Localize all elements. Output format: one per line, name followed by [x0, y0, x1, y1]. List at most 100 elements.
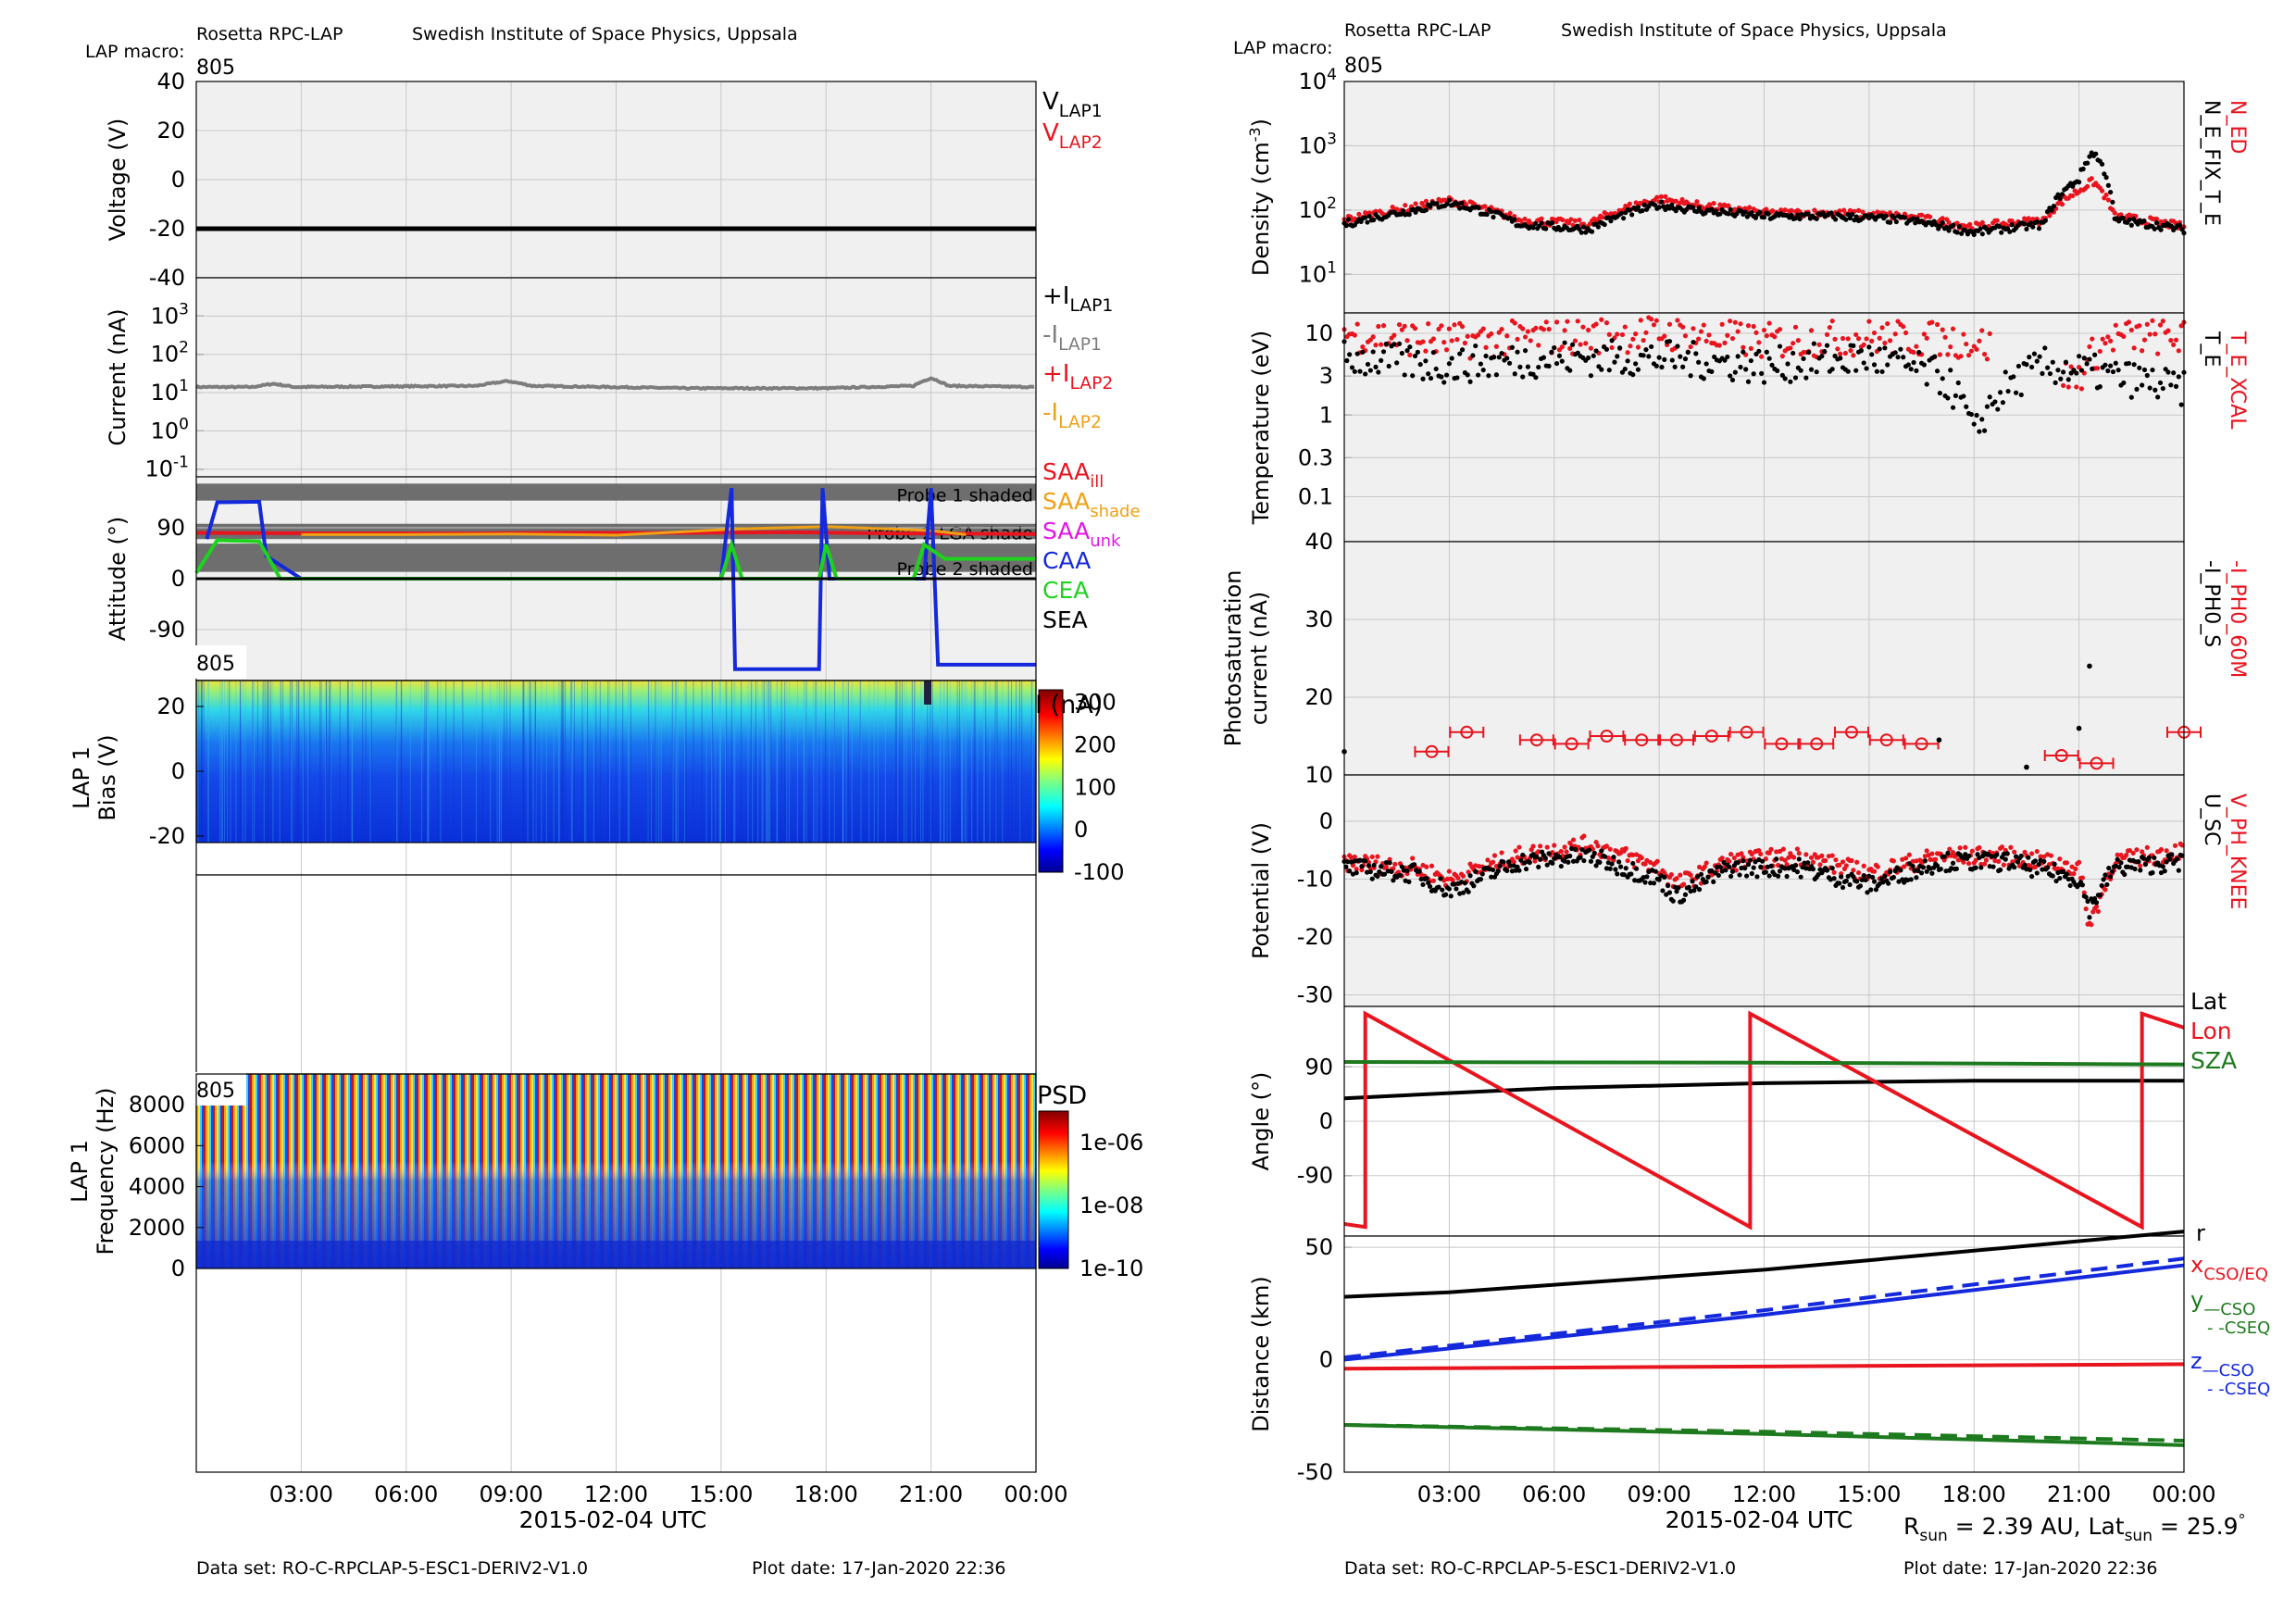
data-point	[2100, 336, 2105, 342]
data-point	[1680, 364, 1686, 369]
data-point	[1448, 893, 1454, 899]
data-point	[1423, 207, 1429, 213]
y-axis-label: Distance (km)	[1248, 1276, 1274, 1432]
data-point	[1652, 202, 1658, 208]
data-point	[1885, 362, 1890, 368]
data-point	[1436, 884, 1441, 890]
data-point	[1504, 356, 1510, 361]
data-point	[1416, 868, 1422, 874]
data-point	[2004, 851, 2010, 856]
data-point	[2105, 368, 2111, 374]
data-point	[1622, 366, 1628, 372]
data-point	[1606, 331, 1612, 337]
data-point	[1427, 883, 1433, 890]
data-point	[1583, 341, 1589, 346]
legend-entry-text: r	[2196, 1220, 2205, 1246]
data-point	[2092, 895, 2098, 902]
data-point	[1410, 856, 1416, 861]
x-tick-label: 03:00	[269, 1481, 333, 1507]
data-point	[1479, 871, 1485, 877]
data-point	[1370, 334, 1376, 340]
data-point	[2090, 336, 2095, 342]
data-point	[1512, 320, 1517, 326]
data-point	[1958, 354, 1964, 359]
data-point	[1956, 224, 1962, 230]
data-point	[1352, 332, 1357, 338]
data-point	[1607, 846, 1613, 852]
data-point	[1910, 858, 1915, 864]
data-point	[1449, 356, 1454, 361]
data-point	[2089, 922, 2094, 928]
data-point	[1851, 353, 1856, 358]
data-point	[1726, 203, 1731, 208]
data-point	[1792, 324, 1799, 330]
panel-border	[1343, 1235, 2185, 1473]
data-point	[1711, 879, 1716, 885]
data-point	[1948, 368, 1953, 373]
data-point	[1499, 350, 1504, 356]
data-point	[1948, 344, 1953, 350]
y-tick-exponent: 1	[179, 377, 189, 395]
data-point	[1864, 366, 1869, 371]
data-point	[1483, 344, 1489, 350]
legend-entry: SAAunk	[1042, 518, 1121, 551]
data-point	[1641, 337, 1646, 344]
data-point	[2115, 368, 2121, 373]
data-point	[1791, 341, 1796, 346]
data-point	[1576, 844, 1581, 850]
data-point	[2173, 337, 2179, 343]
data-point	[1411, 862, 1417, 868]
data-point	[1997, 867, 2003, 873]
data-point	[1744, 873, 1750, 879]
data-point	[1977, 338, 1982, 344]
data-point	[1443, 347, 1450, 353]
right-macro-value: 805	[1344, 55, 1383, 78]
data-point	[2157, 322, 2164, 328]
data-point	[2041, 858, 2047, 864]
data-point	[1440, 887, 1445, 893]
data-point	[1759, 354, 1765, 359]
legend-entry-subscript: —CSO	[2202, 1361, 2254, 1380]
data-point	[1936, 737, 1942, 743]
data-point	[1847, 215, 1853, 221]
legend-entry-text: SEA	[1042, 606, 1088, 633]
data-point	[1599, 317, 1604, 322]
data-point	[1866, 344, 1872, 350]
data-point	[1370, 349, 1376, 355]
y-tick-label: 0	[171, 167, 185, 193]
heatmap-lowfreq-band	[196, 1241, 1036, 1268]
data-point	[1522, 348, 1529, 354]
data-point	[1651, 322, 1657, 328]
data-point	[1603, 320, 1610, 326]
data-point	[1406, 212, 1412, 218]
data-point	[1606, 368, 1612, 373]
data-point	[1894, 865, 1900, 870]
data-point	[1774, 856, 1779, 862]
data-point	[1895, 355, 1901, 360]
y-tick-label: -20	[149, 216, 185, 242]
data-point	[1705, 874, 1711, 880]
data-point	[1387, 860, 1392, 866]
legend-entry: T_E_XCAL	[2226, 331, 2249, 430]
data-point	[1460, 890, 1466, 895]
data-point	[1945, 395, 1951, 401]
data-point	[2097, 348, 2103, 355]
data-point	[1764, 333, 1769, 339]
data-point	[2058, 376, 2064, 381]
data-point	[1649, 317, 1654, 322]
data-point	[1968, 411, 1975, 418]
data-point	[1436, 326, 1441, 332]
data-point	[1399, 864, 1404, 869]
data-point	[1866, 319, 1872, 324]
data-point	[2140, 348, 2145, 354]
data-point	[1964, 404, 1969, 409]
data-point	[1600, 730, 1614, 743]
legend-entry: xCSO/EQ	[2190, 1252, 2268, 1284]
data-point	[1871, 330, 1878, 336]
data-point	[1915, 868, 1921, 874]
data-point	[1493, 863, 1499, 869]
data-point	[1443, 372, 1450, 378]
data-point	[1478, 877, 1483, 882]
data-point	[1843, 863, 1849, 868]
data-point	[1922, 858, 1928, 864]
